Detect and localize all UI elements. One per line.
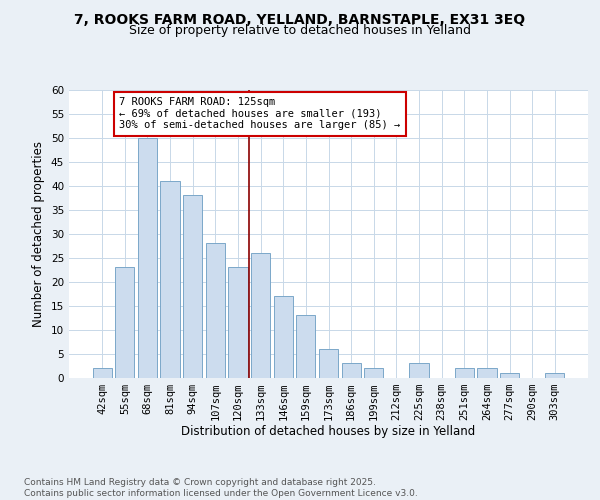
- Bar: [183, 196, 202, 378]
- Text: Size of property relative to detached houses in Yelland: Size of property relative to detached ho…: [129, 24, 471, 37]
- Bar: [296, 315, 316, 378]
- Bar: [115, 268, 134, 378]
- Bar: [500, 372, 519, 378]
- X-axis label: Distribution of detached houses by size in Yelland: Distribution of detached houses by size …: [181, 426, 476, 438]
- Bar: [274, 296, 293, 378]
- Text: Contains HM Land Registry data © Crown copyright and database right 2025.
Contai: Contains HM Land Registry data © Crown c…: [24, 478, 418, 498]
- Y-axis label: Number of detached properties: Number of detached properties: [32, 141, 46, 327]
- Bar: [409, 363, 428, 378]
- Bar: [251, 253, 270, 378]
- Bar: [229, 268, 248, 378]
- Bar: [364, 368, 383, 378]
- Text: 7, ROOKS FARM ROAD, YELLAND, BARNSTAPLE, EX31 3EQ: 7, ROOKS FARM ROAD, YELLAND, BARNSTAPLE,…: [74, 12, 526, 26]
- Bar: [455, 368, 474, 378]
- Bar: [206, 244, 225, 378]
- Bar: [138, 138, 157, 378]
- Bar: [545, 372, 565, 378]
- Bar: [341, 363, 361, 378]
- Bar: [319, 349, 338, 378]
- Bar: [160, 181, 180, 378]
- Bar: [92, 368, 112, 378]
- Bar: [477, 368, 497, 378]
- Text: 7 ROOKS FARM ROAD: 125sqm
← 69% of detached houses are smaller (193)
30% of semi: 7 ROOKS FARM ROAD: 125sqm ← 69% of detac…: [119, 97, 400, 130]
